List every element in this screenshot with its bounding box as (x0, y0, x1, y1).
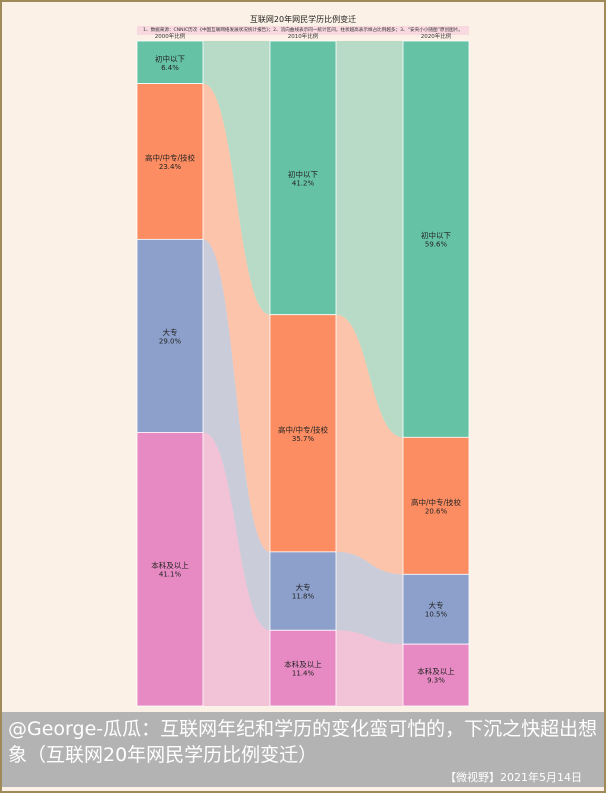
bar-2-2 (402, 573, 470, 645)
column-header-1: 2010年比例 (288, 32, 319, 40)
bar-value-0-3: 41.1% (159, 571, 182, 579)
gap-bg-1 (336, 41, 403, 706)
bar-value-1-2: 11.8% (292, 593, 315, 601)
flow-0-2 (203, 239, 270, 631)
bar-1-1 (269, 314, 337, 553)
sankey-chart: 2000年比例初中以下6.4%高中/中专/技校23.4%大专29.0%本科及以上… (136, 32, 470, 707)
bar-2-3 (402, 643, 470, 707)
bar-label-0-2: 大专 (163, 327, 178, 337)
column-header-2: 2020年比例 (421, 32, 452, 40)
gap-bg-0 (203, 41, 270, 706)
bar-1-3 (269, 629, 337, 707)
bar-value-1-3: 11.4% (292, 670, 315, 678)
caption-source: 【微视野】2021年5月14日 (445, 771, 582, 784)
column-header-0: 2000年比例 (155, 32, 186, 40)
flow-0-1 (203, 83, 270, 552)
bar-2-0 (402, 40, 470, 438)
bar-value-0-1: 23.4% (159, 163, 182, 171)
bar-label-2-3: 本科及以上 (417, 666, 455, 676)
bar-0-3 (136, 432, 204, 707)
chart-title: 互联网20年网民学历比例变迁 (249, 15, 357, 24)
caption-bar: @George-瓜瓜：互联网年纪和学历的变化蛮可怕的，下沉之快超出想象（互联网2… (2, 712, 604, 787)
bar-label-0-3: 本科及以上 (151, 560, 189, 570)
bar-0-2 (136, 238, 204, 433)
flow-0-3 (203, 432, 270, 706)
flow-1-2 (336, 551, 403, 645)
bar-value-0-0: 6.4% (161, 64, 179, 72)
bar-label-0-0: 初中以下 (155, 53, 185, 63)
flow-1-0 (336, 41, 403, 438)
bar-label-1-2: 大专 (296, 582, 311, 592)
bar-label-2-2: 大专 (429, 600, 444, 610)
bar-value-1-0: 41.2% (292, 179, 315, 187)
caption-text: @George-瓜瓜：互联网年纪和学历的变化蛮可怕的，下沉之快超出想象（互联网2… (8, 718, 598, 766)
bar-label-2-1: 高中/中专/技校 (411, 497, 462, 507)
bar-1-2 (269, 551, 337, 631)
flow-1-1 (336, 314, 403, 575)
bar-value-0-2: 29.0% (159, 337, 182, 345)
bar-label-2-0: 初中以下 (421, 230, 451, 240)
bar-value-1-1: 35.7% (292, 435, 315, 443)
flow-1-3 (336, 630, 403, 706)
bar-2-1 (402, 436, 470, 575)
bar-label-1-0: 初中以下 (288, 169, 318, 179)
bar-label-1-3: 本科及以上 (284, 659, 322, 669)
chart-note: 1、数据来源：CNNIC历次《中国互联网络发展状况统计报告》；2、流向曲线表示同… (137, 26, 469, 35)
bar-label-0-1: 高中/中专/技校 (145, 152, 196, 162)
bar-0-0 (136, 40, 204, 85)
bar-value-2-1: 20.6% (425, 507, 448, 515)
bar-1-0 (269, 40, 337, 316)
bar-value-2-0: 59.6% (425, 241, 448, 249)
bar-value-2-2: 10.5% (425, 611, 448, 619)
flow-0-0 (203, 41, 270, 315)
bar-value-2-3: 9.3% (427, 677, 445, 685)
bar-label-1-1: 高中/中专/技校 (278, 424, 329, 434)
